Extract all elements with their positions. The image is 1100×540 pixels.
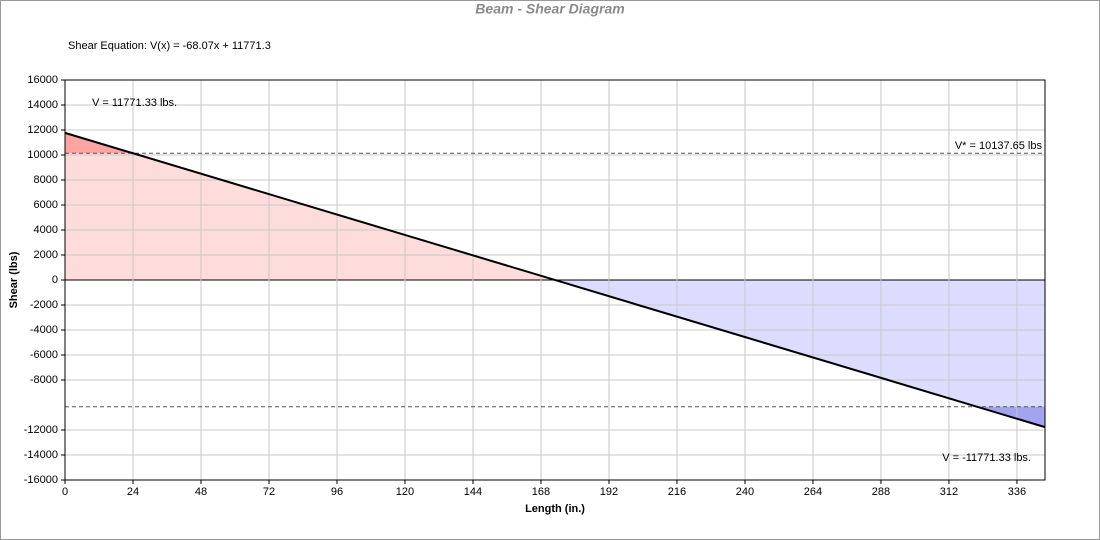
x-tick-label: 168: [532, 486, 550, 498]
y-tick-label: 16000: [27, 74, 58, 86]
x-tick-label: 48: [195, 486, 207, 498]
y-tick-label: 6000: [34, 199, 58, 211]
end-label: V = -11771.33 lbs.: [942, 452, 1031, 464]
limit-label: V* = 10137.65 lbs: [955, 140, 1043, 152]
y-tick-label: 2000: [34, 249, 58, 261]
shear-line: [64, 131, 1046, 429]
equation: Shear Equation: V(x) = -68.07x + 11771.3: [68, 40, 271, 52]
start-label: V = 11771.33 lbs.: [92, 97, 177, 109]
y-tick-label: 0: [52, 274, 58, 286]
y-tick-label: 8000: [34, 174, 58, 186]
x-tick-label: 312: [940, 486, 958, 498]
y-tick-label: -2000: [30, 299, 58, 311]
y-tick-label: 4000: [34, 224, 58, 236]
y-tick-label: -6000: [30, 349, 58, 361]
y-tick-label: 10000: [27, 149, 58, 161]
plot-border: [64, 79, 1046, 481]
x-tick-label: 336: [1008, 486, 1026, 498]
y-tick-label: -14000: [24, 449, 58, 461]
x-tick-label: 72: [263, 486, 275, 498]
x-tick-label: 120: [396, 486, 414, 498]
x-tick-label: 240: [736, 486, 754, 498]
x-tick-label: 0: [62, 486, 68, 498]
x-tick-label: 24: [127, 486, 139, 498]
x-tick-label: 144: [464, 486, 482, 498]
y-tick-label: -16000: [24, 474, 58, 486]
y-tick-label: -4000: [30, 324, 58, 336]
x-tick-label: 288: [872, 486, 890, 498]
x-axis-title: Length (in.): [525, 503, 585, 515]
y-tick-label: 12000: [27, 124, 58, 136]
x-tick-label: 96: [331, 486, 343, 498]
x-tick-label: 192: [600, 486, 618, 498]
x-tick-label: 216: [668, 486, 686, 498]
y-axis-title: Shear (lbs): [8, 251, 20, 308]
chart-title: Beam - Shear Diagram: [475, 1, 624, 17]
y-tick-label: -8000: [30, 374, 58, 386]
y-tick-label: -12000: [24, 424, 58, 436]
x-tick-label: 264: [804, 486, 822, 498]
y-tick-label: 14000: [27, 99, 58, 111]
